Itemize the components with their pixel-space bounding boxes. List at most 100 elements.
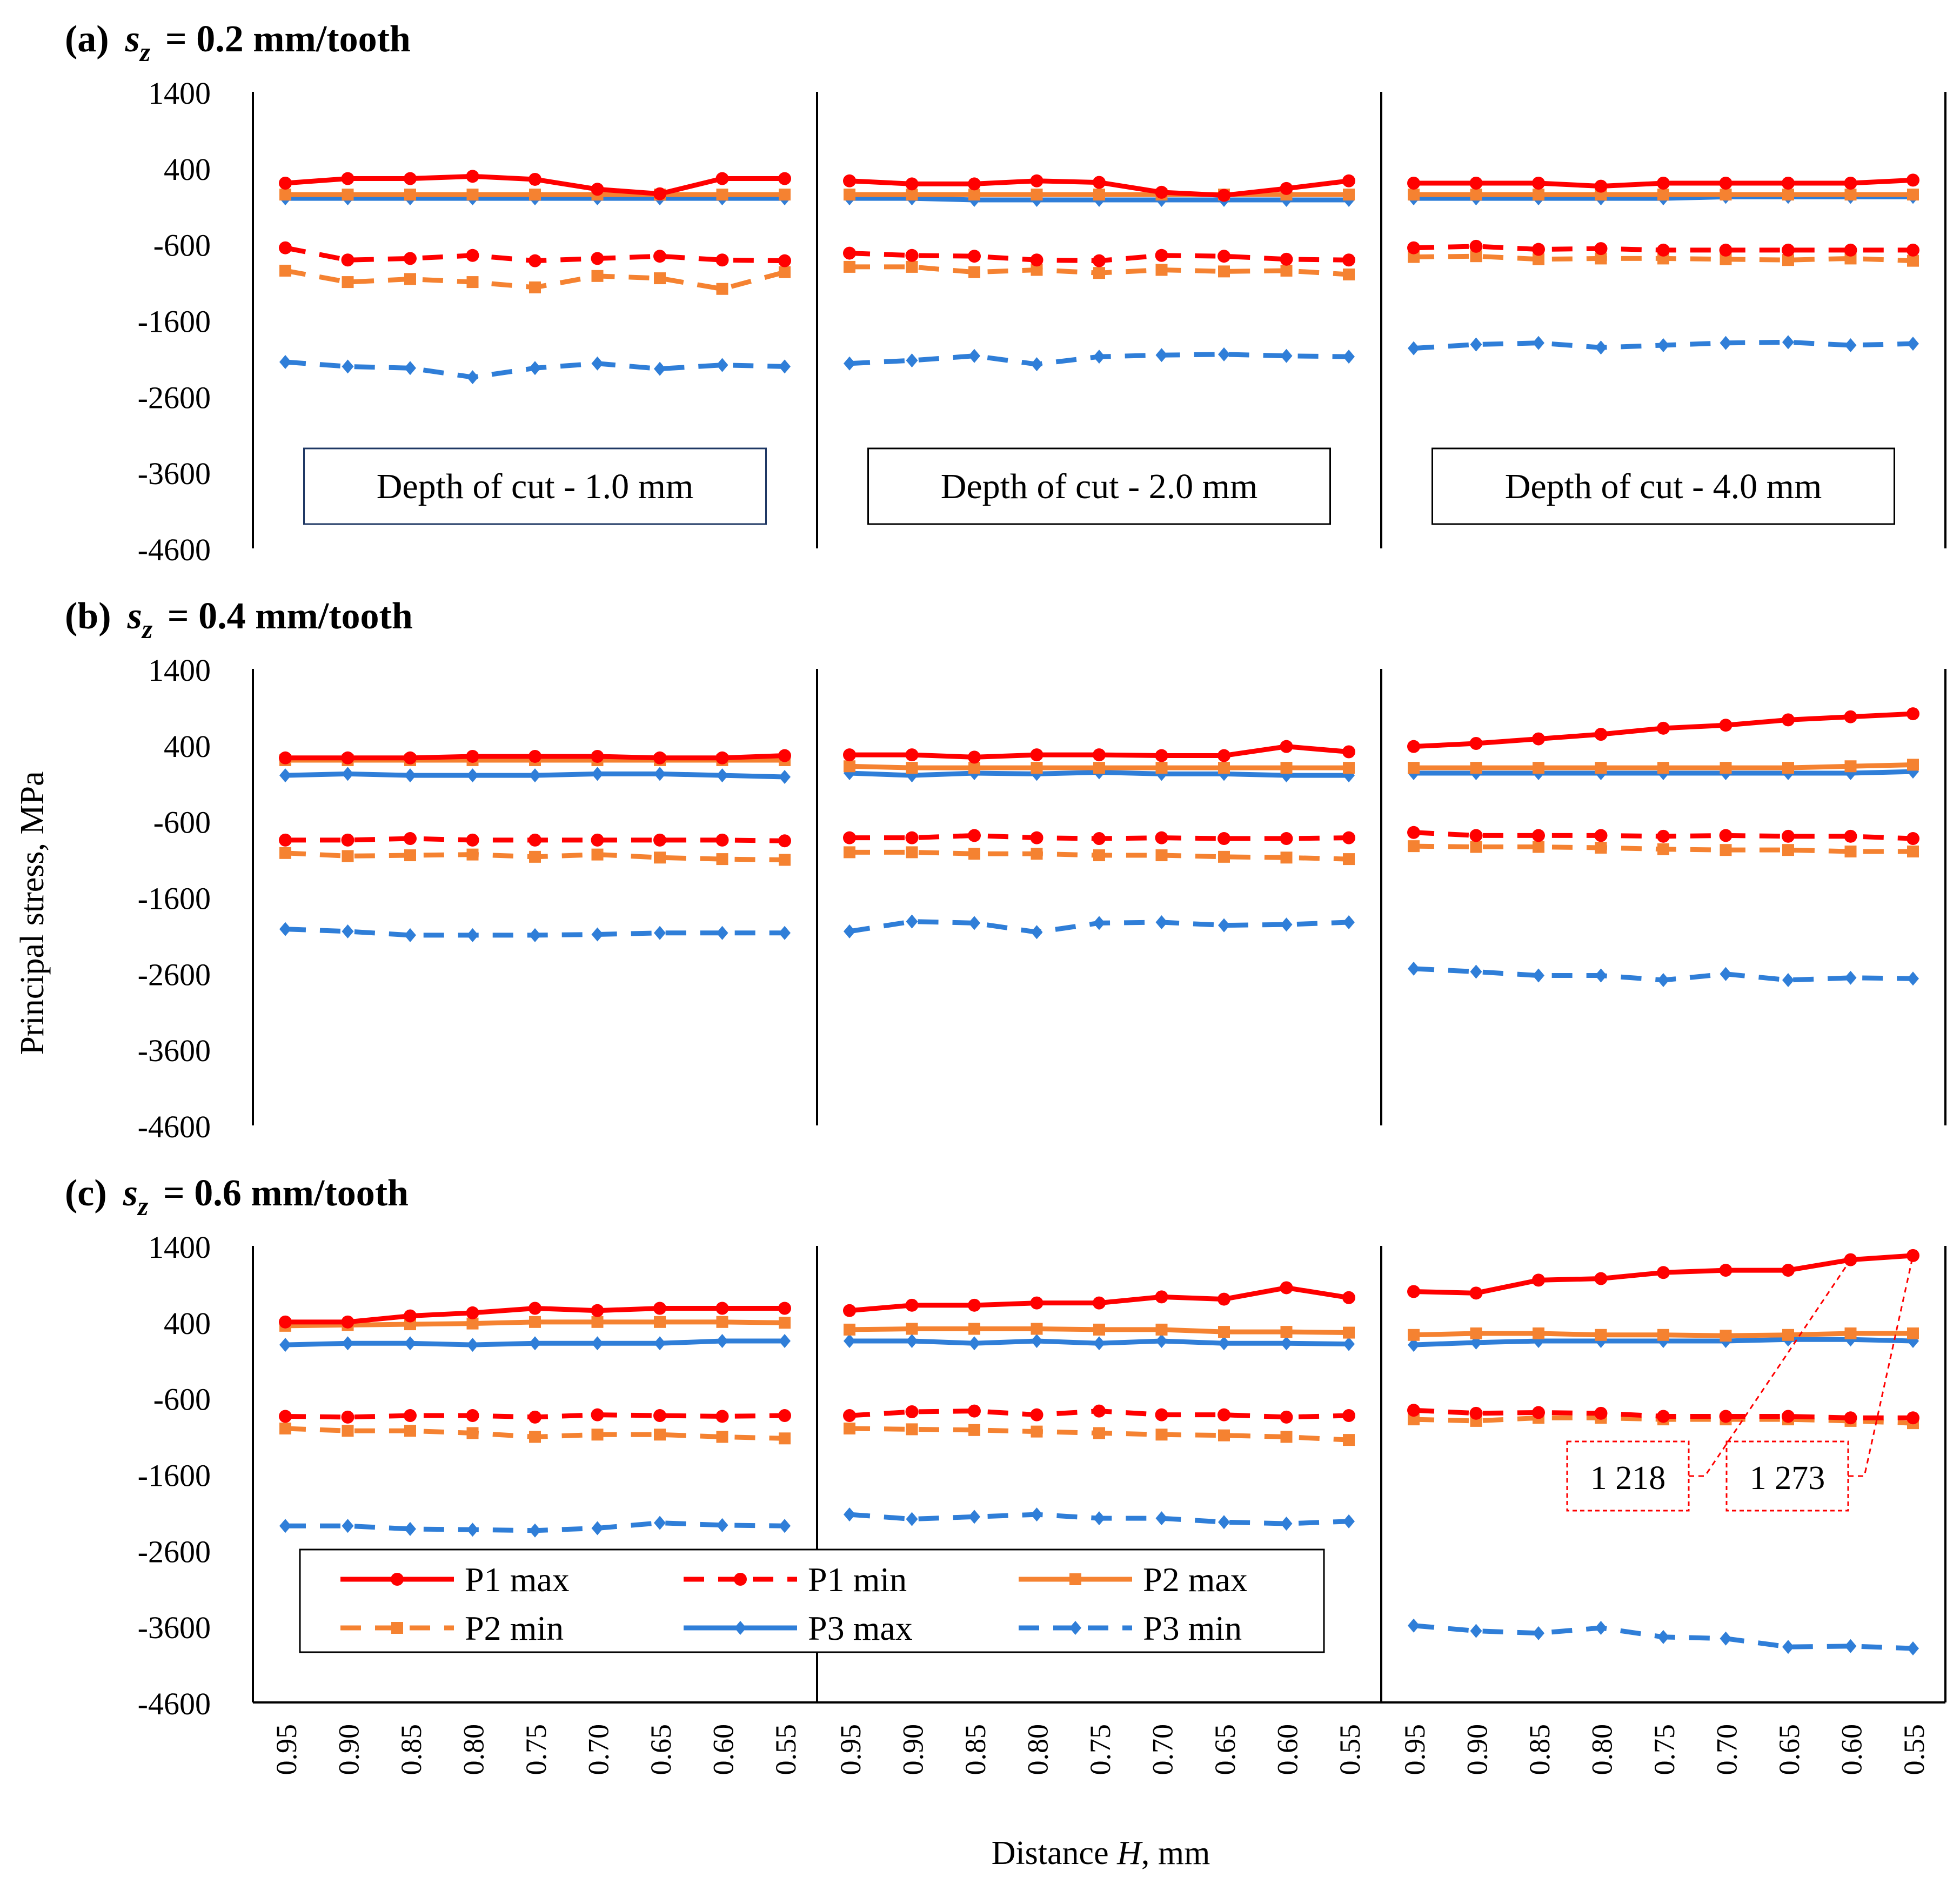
data-point-p1max — [529, 749, 541, 763]
data-point-p1min — [591, 833, 604, 847]
y-tick-label: -1600 — [138, 304, 211, 339]
data-point-p3min — [968, 1510, 980, 1524]
data-point-p3max — [968, 1336, 980, 1351]
y-tick-label: 1400 — [148, 1230, 211, 1265]
data-point-p1min — [1342, 253, 1355, 267]
data-point-p1min — [1155, 1408, 1168, 1421]
data-point-p2max — [1093, 189, 1105, 201]
data-point-p1max — [1719, 177, 1732, 190]
y-tick-label: -4600 — [138, 1109, 211, 1144]
data-point-p2min — [404, 273, 416, 285]
annotation-box — [1566, 1440, 1690, 1512]
data-point-p1min — [466, 249, 479, 262]
data-point-p2max — [1343, 1326, 1355, 1339]
data-point-p1min — [1218, 832, 1230, 846]
data-point-p1max — [1594, 179, 1608, 193]
data-point-p3min — [1218, 918, 1230, 933]
data-point-p1min — [1844, 829, 1857, 843]
data-point-p3min — [1907, 1641, 1919, 1656]
data-point-p1min — [905, 831, 919, 844]
data-point-p2max — [1907, 189, 1919, 201]
data-point-p2min — [779, 854, 791, 866]
data-point-p1min — [1093, 832, 1106, 846]
data-point-p2max — [779, 189, 791, 201]
data-point-p3max — [1408, 1338, 1420, 1352]
data-point-p2min — [844, 260, 855, 273]
data-point-p1max — [715, 751, 729, 765]
data-point-p2max — [1782, 762, 1794, 774]
data-point-p3max — [1280, 1336, 1293, 1351]
data-point-p1max — [1657, 721, 1670, 735]
data-point-p1max — [1594, 1272, 1608, 1285]
data-point-p2max — [1343, 762, 1355, 774]
data-point-p3min — [529, 1523, 541, 1538]
data-point-p2min — [1031, 1425, 1043, 1438]
data-point-p1max — [1342, 174, 1355, 187]
data-point-p2max — [279, 189, 291, 201]
data-point-p3min — [844, 1507, 855, 1522]
y-tick-label: 400 — [164, 152, 211, 187]
data-point-p3max — [342, 767, 354, 781]
legend-marker-p2min — [391, 1622, 403, 1634]
data-point-p2min — [1470, 250, 1482, 263]
data-point-p1min — [591, 252, 604, 265]
data-point-p1max — [1532, 1273, 1545, 1287]
panel-label: (b) — [65, 595, 111, 637]
data-point-p3min — [591, 927, 604, 942]
data-point-p1min — [905, 1405, 919, 1419]
depth-of-cut-box — [867, 447, 1331, 525]
data-point-p3min — [404, 1521, 416, 1536]
data-point-p1max — [1407, 177, 1420, 190]
data-point-p3max — [279, 1338, 291, 1352]
annotation-label: 1 273 — [1750, 1460, 1825, 1497]
data-point-p1min — [1594, 1406, 1608, 1420]
depth-of-cut-label: Depth of cut - 2.0 mm — [941, 467, 1258, 506]
x-tick-label: 0.75 — [1084, 1724, 1116, 1775]
data-point-p2max — [1720, 189, 1732, 201]
data-point-p3max — [779, 1334, 791, 1349]
data-point-p3min — [279, 922, 291, 936]
data-point-p2min — [1720, 253, 1732, 265]
data-point-p1min — [715, 253, 729, 267]
data-point-p2min — [1907, 846, 1919, 857]
data-point-p1min — [1093, 1404, 1106, 1418]
data-point-p3min — [1782, 973, 1794, 988]
data-point-p2max — [654, 1316, 666, 1328]
y-tick-label: -1600 — [138, 881, 211, 916]
data-point-p2max — [1470, 762, 1482, 774]
data-point-p1min — [1280, 252, 1293, 266]
data-point-p1max — [968, 177, 981, 191]
legend-label-p1max: P1 max — [465, 1560, 570, 1599]
data-point-p1min — [466, 833, 479, 847]
data-point-p1max — [1155, 1290, 1168, 1304]
data-point-p2min — [342, 1425, 354, 1437]
data-point-p3min — [1280, 917, 1293, 932]
data-point-p3min — [716, 1518, 728, 1532]
data-point-p1min — [843, 831, 856, 844]
x-tick-label: 0.55 — [770, 1724, 802, 1775]
data-point-p3min — [466, 1523, 479, 1537]
data-point-p2max — [906, 189, 918, 201]
data-point-p3min — [968, 916, 980, 930]
x-tick-label: 0.70 — [1147, 1724, 1179, 1775]
data-point-p3max — [654, 767, 666, 781]
data-point-p1max — [1657, 177, 1670, 190]
data-point-p3min — [1595, 340, 1607, 355]
data-point-p2max — [1470, 1327, 1482, 1339]
data-point-p3max — [404, 1336, 416, 1351]
data-point-p3min — [1343, 915, 1355, 929]
data-point-p1max — [778, 749, 791, 762]
data-point-p3max — [1343, 1337, 1355, 1351]
data-point-p2max — [466, 189, 479, 201]
data-point-p1max — [1155, 185, 1168, 199]
legend-label-p2min: P2 min — [465, 1609, 564, 1647]
data-point-p1max — [1907, 707, 1919, 721]
data-point-p1min — [715, 833, 729, 847]
data-point-p1max — [1342, 745, 1355, 759]
data-point-p2min — [1408, 840, 1420, 853]
data-point-p1max — [1280, 740, 1293, 753]
data-point-p1min — [1657, 1410, 1670, 1423]
data-point-p2min — [1470, 841, 1482, 853]
data-point-p1min — [404, 832, 417, 846]
data-point-p2min — [716, 283, 728, 295]
